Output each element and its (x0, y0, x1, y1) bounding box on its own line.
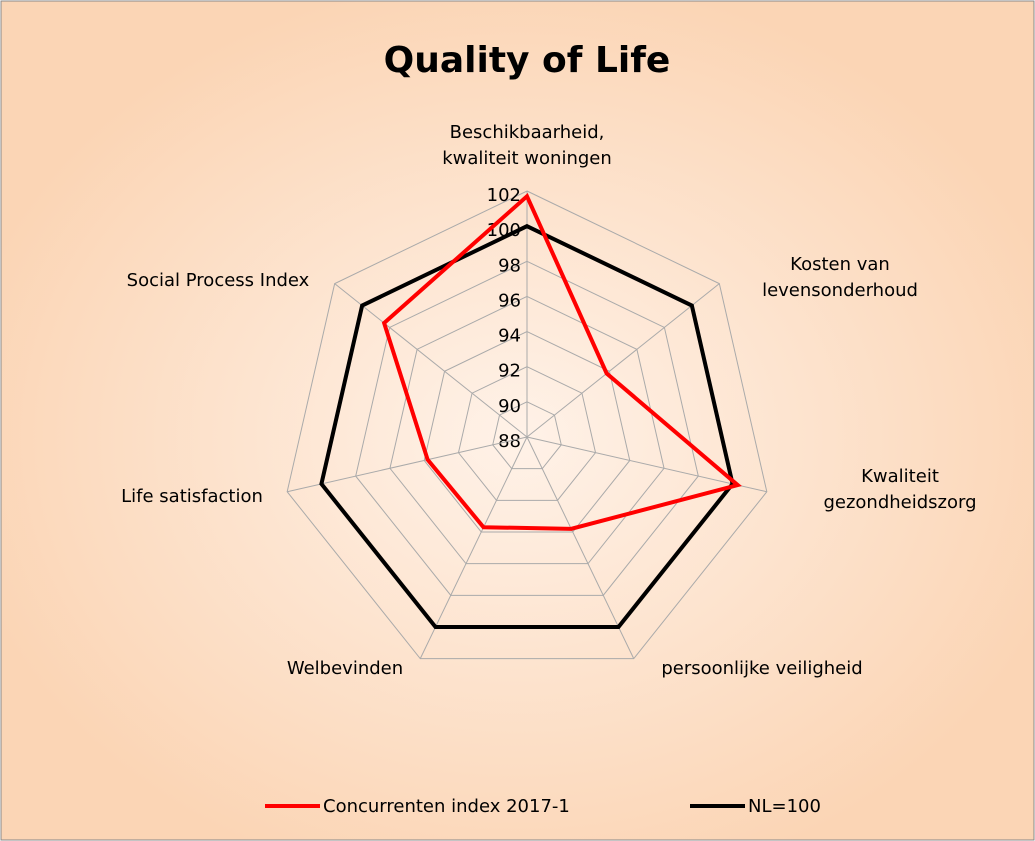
grid-line (389, 295, 665, 565)
grid-line (423, 331, 631, 533)
axis-line (526, 283, 720, 438)
legend-label: Concurrenten index 2017-1 (323, 796, 570, 817)
axis-line (287, 436, 528, 493)
grid-line (457, 366, 597, 501)
y-tick-label: 92 (498, 361, 521, 382)
category-label: Beschikbaarheid, kwaliteit woningen (442, 122, 612, 169)
y-tick-label: 94 (498, 326, 521, 347)
chart-title: Quality of Life (384, 40, 671, 81)
y-tick-label: 102 (487, 185, 521, 206)
category-label: persoonlijke veiligheid (661, 658, 862, 679)
axis-line (526, 436, 635, 659)
category-label: Social Process Index (127, 270, 310, 291)
y-tick-label: 98 (498, 255, 521, 276)
grid-line (286, 190, 768, 660)
category-label: Kwaliteit gezondheidszorg (823, 466, 976, 513)
grid-line (355, 260, 699, 596)
category-label: Welbevinden (287, 658, 403, 679)
axis-line (419, 436, 528, 659)
legend-label: NL=100 (748, 796, 821, 817)
y-tick-label: 88 (498, 431, 521, 452)
y-tick-label: 90 (498, 396, 521, 417)
series-line (381, 192, 742, 531)
series-line (319, 223, 735, 629)
category-label: Kosten van levensonderhoud (762, 254, 918, 301)
grid-line (492, 401, 562, 470)
category-label: Life satisfaction (121, 486, 263, 507)
axis-line (526, 436, 767, 493)
axis-line (334, 283, 528, 438)
y-tick-label: 96 (498, 290, 521, 311)
